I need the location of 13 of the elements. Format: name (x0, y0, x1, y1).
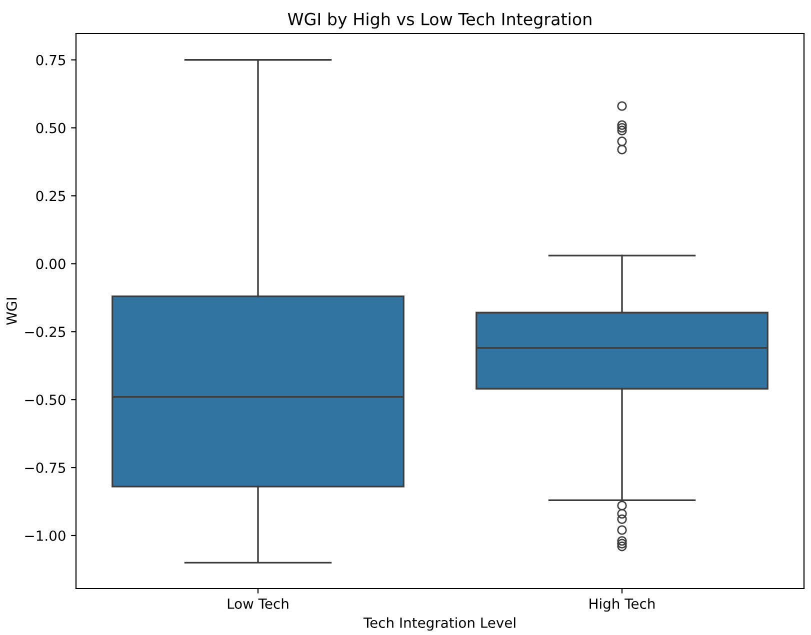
y-tick-label: −0.25 (25, 326, 66, 338)
y-tick-label: −0.75 (25, 462, 66, 474)
chart-title: WGI by High vs Low Tech Integration (288, 12, 592, 29)
y-tick-label: 0.50 (36, 122, 66, 134)
x-tick-label: High Tech (590, 598, 655, 612)
y-axis-title: WGI (6, 298, 17, 325)
y-tick-label: 0.75 (36, 54, 66, 66)
y-tick-label: −0.50 (25, 394, 66, 406)
x-axis-title: Tech Integration Level (363, 617, 516, 631)
y-tick-label: 0.25 (36, 190, 66, 202)
y-tick-label: 0.00 (36, 258, 66, 270)
x-tick-label: Low Tech (228, 598, 288, 609)
y-tick-label: −1.00 (25, 530, 66, 541)
